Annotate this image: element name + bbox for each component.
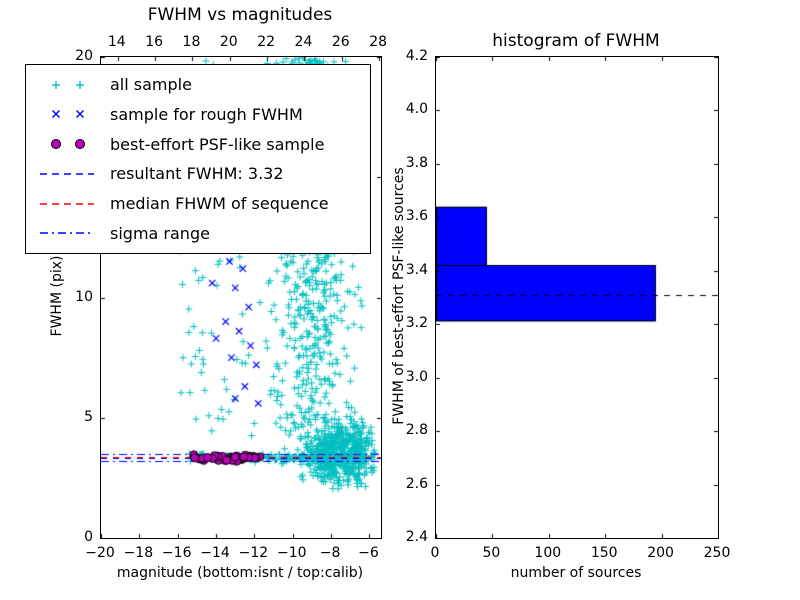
left-x-tick-label: −20 (85, 545, 115, 561)
right-x-tick-label: 250 (703, 545, 731, 561)
legend-label: best-effort PSF-like sample (110, 134, 325, 154)
right-y-tick-label: 2.4 (405, 529, 428, 545)
right-plot-canvas (436, 57, 718, 538)
legend-label: resultant FWHM: 3.32 (110, 164, 284, 184)
left-y-tick-label: 5 (84, 408, 93, 425)
left-top-tick-label: 28 (369, 34, 388, 50)
dashed-line-icon (40, 173, 94, 175)
legend-label: sigma range (110, 223, 210, 243)
right-y-tick-label: 2.8 (405, 422, 428, 439)
legend: all sample sample for rough FWHM best-ef… (25, 64, 371, 254)
left-x-tick-label: −12 (238, 545, 269, 561)
left-x-tick-label: −18 (123, 545, 154, 561)
right-y-tick-label: 2.6 (405, 475, 428, 492)
right-y-tick-label: 4.2 (405, 48, 428, 64)
right-y-tick-label: 3.8 (405, 154, 428, 171)
left-top-tick-label: 16 (145, 34, 164, 50)
left-yaxis-label: FWHM (pix) (49, 255, 65, 337)
legend-item-all-sample: all sample (26, 71, 370, 99)
left-top-tick-label: 14 (107, 34, 126, 50)
legend-item-resultant-fwhm: resultant FWHM: 3.32 (26, 160, 370, 188)
left-x-tick-label: −14 (200, 545, 230, 561)
right-y-tick-label: 4.0 (405, 101, 428, 118)
right-yaxis-label: FWHM of best-effort PSF-like sources (391, 167, 407, 425)
right-x-tick-label: 50 (482, 545, 501, 561)
left-x-tick-label: −8 (319, 545, 341, 561)
legend-label: all sample (110, 75, 192, 95)
right-y-tick-label: 3.0 (405, 368, 428, 385)
right-plot-title: histogram of FWHM (492, 31, 660, 51)
left-y-tick-label: 0 (84, 529, 93, 545)
right-x-tick-label: 150 (590, 545, 618, 561)
right-y-tick-label: 3.2 (405, 315, 428, 332)
legend-item-rough-fwhm-sample: sample for rough FWHM (26, 100, 370, 128)
legend-label: median FHWM of sequence (110, 194, 329, 214)
legend-label: sample for rough FWHM (110, 104, 303, 124)
left-y-tick-label: 20 (75, 48, 93, 64)
left-top-tick-label: 18 (182, 34, 201, 50)
x-marker-icon (52, 110, 84, 119)
legend-item-median-fwhm: median FHWM of sequence (26, 190, 370, 218)
dashed-line-icon (40, 202, 94, 205)
left-y-tick-label: 10 (75, 288, 93, 305)
legend-item-psf-sample: best-effort PSF-like sample (26, 130, 370, 158)
left-top-tick-label: 20 (219, 34, 238, 50)
circle-marker-icon (51, 139, 85, 150)
left-x-tick-label: −10 (276, 545, 307, 561)
left-x-tick-label: −16 (161, 545, 192, 561)
left-top-tick-label: 24 (294, 34, 313, 50)
left-top-tick-label: 22 (257, 34, 276, 50)
left-plot-title: FWHM vs magnitudes (147, 5, 333, 25)
right-x-tick-label: 200 (647, 545, 674, 561)
dashdot-line-icon (40, 232, 94, 234)
right-x-tick-label: 100 (534, 545, 562, 561)
right-y-tick-label: 3.6 (405, 208, 428, 225)
right-xaxis-label: number of sources (510, 565, 642, 581)
left-top-tick-label: 26 (331, 34, 350, 50)
right-x-tick-label: 0 (430, 545, 440, 561)
right-y-tick-label: 3.4 (405, 261, 428, 278)
right-plot-axes (435, 56, 719, 539)
left-xaxis-label: magnitude (bottom:isnt / top:calib) (116, 565, 364, 581)
left-x-tick-label: −6 (358, 545, 379, 561)
legend-item-sigma-range: sigma range (26, 219, 370, 247)
plus-marker-icon (52, 80, 84, 89)
